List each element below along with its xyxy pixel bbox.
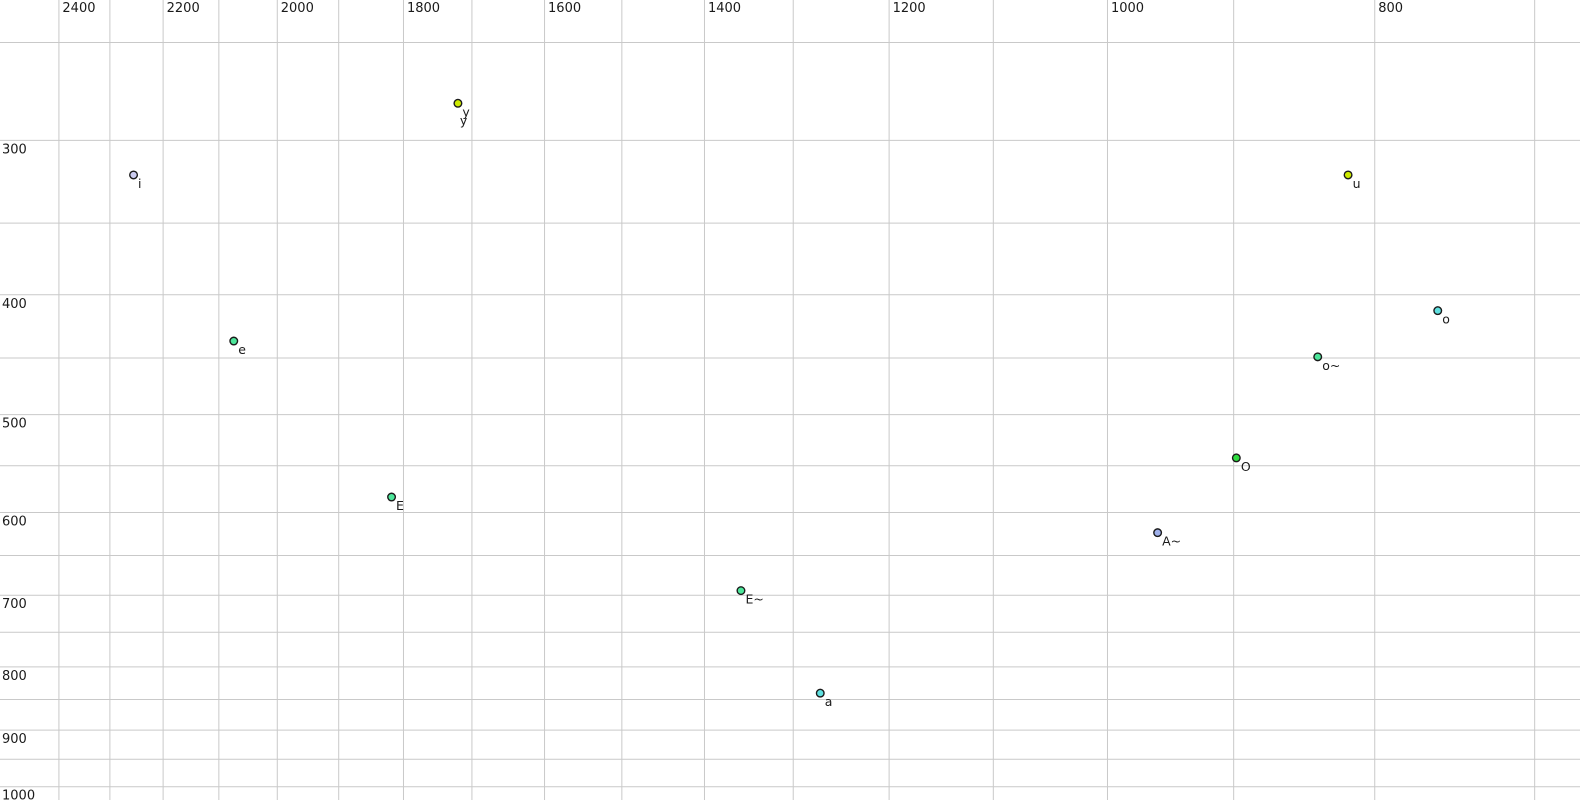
point-label-a: a — [825, 694, 833, 709]
point-label-A~: A~ — [1162, 534, 1181, 549]
point-label-i: i — [138, 176, 141, 191]
point-marker-O — [1231, 453, 1241, 463]
x-tick-label-1200: 1200 — [893, 1, 926, 16]
point-label-O: O — [1241, 459, 1251, 474]
y-tick-label-600: 600 — [2, 514, 27, 529]
point-marker-o — [1433, 306, 1443, 316]
point-marker-A~ — [1153, 528, 1163, 538]
point-label-y: y — [462, 104, 470, 119]
x-tick-label-1800: 1800 — [407, 1, 440, 16]
y-tick-label-500: 500 — [2, 417, 27, 432]
point-marker-E~ — [736, 586, 746, 596]
y-tick-label-1000: 1000 — [2, 789, 35, 800]
y-tick-label-900: 900 — [2, 732, 27, 747]
point-label-E~: E~ — [745, 592, 763, 607]
point-marker-y — [453, 98, 463, 108]
y-tick-label-300: 300 — [2, 142, 27, 157]
x-tick-label-1600: 1600 — [548, 1, 581, 16]
y-tick-label-800: 800 — [2, 669, 27, 684]
x-tick-label-2400: 2400 — [62, 1, 95, 16]
point-label-o: o — [1442, 312, 1450, 327]
point-label-E: E — [396, 498, 404, 513]
point-label-y-secondary: y — [460, 113, 468, 128]
point-marker-E — [387, 492, 397, 502]
point-label-u: u — [1353, 176, 1361, 191]
point-marker-u — [1343, 170, 1353, 180]
y-tick-label-400: 400 — [2, 297, 27, 312]
point-marker-i — [129, 170, 139, 180]
x-tick-label-2000: 2000 — [281, 1, 314, 16]
point-label-o~: o~ — [1322, 358, 1340, 373]
point-label-e: e — [238, 342, 246, 357]
point-marker-o~ — [1313, 352, 1323, 362]
x-tick-label-2200: 2200 — [167, 1, 200, 16]
y-tick-label-700: 700 — [2, 597, 27, 612]
x-tick-label-800: 800 — [1378, 1, 1403, 16]
point-marker-e — [229, 336, 239, 346]
x-tick-label-1400: 1400 — [708, 1, 741, 16]
x-tick-label-1000: 1000 — [1111, 1, 1144, 16]
point-marker-a — [815, 688, 825, 698]
